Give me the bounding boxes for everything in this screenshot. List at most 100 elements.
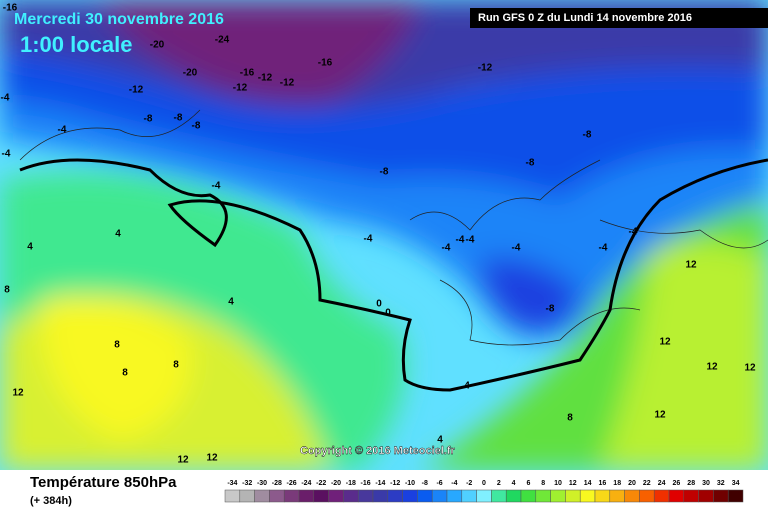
contour-label: -4 [1, 93, 10, 104]
legend-label: 30 [702, 480, 710, 487]
zero-isotherm [19, 158, 768, 392]
contour-label: 4 [115, 229, 121, 240]
legend-label: -30 [257, 480, 267, 487]
legend-swatch [624, 489, 640, 503]
legend-swatch [505, 489, 522, 503]
legend-label: 8 [541, 480, 545, 487]
contour-label: -16 [3, 3, 18, 14]
legend-swatch [328, 489, 344, 503]
legend-swatch [298, 489, 315, 503]
legend-label: -20 [331, 480, 341, 487]
contour-label: -4 [58, 125, 67, 136]
contour-label: -4 [512, 243, 521, 254]
legend-label: 28 [687, 480, 695, 487]
legend-label: -2 [466, 480, 472, 487]
legend-swatch [668, 489, 685, 503]
copyright: Copyright © 2016 Meteociel.fr [300, 445, 456, 457]
contour-label: 12 [12, 388, 24, 399]
contour-label: 4 [437, 435, 443, 446]
legend-label: -16 [361, 480, 371, 487]
contour-label: -24 [215, 35, 230, 46]
legend-label: -6 [436, 480, 442, 487]
legend-label: -22 [316, 480, 326, 487]
contour-label: 12 [706, 362, 718, 373]
legend-label: -26 [287, 480, 297, 487]
contour-label: -12 [478, 63, 493, 74]
contour-label: 4 [464, 381, 470, 392]
legend-label: 14 [584, 480, 592, 487]
contour-label: -4 [2, 149, 11, 160]
legend-label: 18 [613, 480, 621, 487]
legend-swatch [594, 489, 611, 503]
legend-label: 32 [717, 480, 725, 487]
run-banner [470, 8, 768, 28]
legend-label: -18 [346, 480, 356, 487]
valid-date: Mercredi 30 novembre 2016 [14, 11, 224, 28]
legend-swatch [491, 489, 507, 503]
legend-swatch [357, 489, 374, 503]
contour-label: 12 [206, 453, 218, 464]
contour-label: -8 [583, 130, 592, 141]
contour-label: -20 [150, 40, 165, 51]
legend-swatch [653, 489, 670, 503]
legend-swatch [639, 489, 655, 503]
contour-label: -4 [456, 235, 465, 246]
legend-swatch [431, 489, 448, 503]
coastlines [19, 109, 768, 346]
legend-label: -10 [405, 480, 415, 487]
legend-swatch [417, 489, 433, 503]
legend-label: 10 [554, 480, 562, 487]
legend-swatch [402, 489, 418, 503]
legend-swatch [269, 489, 285, 503]
legend-swatch [372, 489, 389, 503]
contour-label: -8 [380, 167, 389, 178]
contour-label: 12 [654, 410, 666, 421]
contour-label: -8 [174, 113, 183, 124]
legend-label: 0 [482, 480, 486, 487]
contour-label: -8 [192, 121, 201, 132]
legend-label: 34 [732, 480, 740, 487]
contour-label: 4 [228, 297, 234, 308]
legend-label: 12 [569, 480, 577, 487]
contour-label: 12 [685, 260, 697, 271]
legend-label: -24 [301, 480, 311, 487]
legend-swatch [283, 489, 300, 503]
legend-swatch [579, 489, 596, 503]
contour-label: -4 [466, 235, 475, 246]
contour-label: 4 [27, 242, 33, 253]
contour-label: -8 [526, 158, 535, 169]
contour-label: 8 [567, 413, 573, 424]
contour-label: 0 [385, 308, 391, 319]
contour-label: -4 [442, 243, 451, 254]
legend-swatch [520, 489, 537, 503]
contour-label: -4 [599, 243, 608, 254]
contour-label: -8 [546, 304, 555, 315]
legend-label: -34 [227, 480, 237, 487]
contour-label: -12 [280, 78, 295, 89]
legend-label: 22 [643, 480, 651, 487]
legend-swatch [239, 489, 255, 503]
legend-label: 4 [512, 480, 516, 487]
legend-swatch [609, 489, 625, 503]
legend-swatch [224, 489, 241, 503]
valid-time: 1:00 locale [20, 32, 133, 57]
legend-label: 6 [526, 480, 530, 487]
legend-swatch [683, 489, 699, 503]
legend-swatch [254, 489, 270, 503]
contour-label: -12 [129, 85, 144, 96]
legend-label: 16 [599, 480, 607, 487]
contour-label: 12 [177, 455, 189, 466]
legend-swatch [713, 489, 729, 503]
legend-label: 26 [673, 480, 681, 487]
contour-label: 8 [173, 360, 179, 371]
legend-label: 2 [497, 480, 501, 487]
contour-label: 12 [744, 363, 756, 374]
legend-label: -4 [451, 480, 457, 487]
legend-swatch [461, 489, 477, 503]
contour-label: -12 [233, 83, 248, 94]
contour-label: -4 [364, 234, 373, 245]
contour-label: -12 [258, 73, 273, 84]
field-title: Température 850hPa [30, 474, 177, 491]
